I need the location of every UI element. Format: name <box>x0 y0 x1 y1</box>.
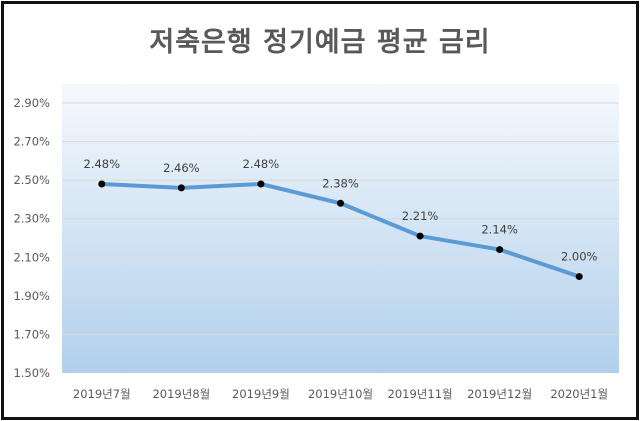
data-point-marker <box>337 199 344 207</box>
x-tick-label: 2019년12월 <box>467 387 532 401</box>
x-tick-label: 2019년10월 <box>308 387 373 401</box>
data-point-marker <box>575 273 583 281</box>
x-tick-label: 2019년11월 <box>388 387 453 401</box>
data-label: 2.21% <box>402 209 439 223</box>
data-point-marker <box>98 180 106 188</box>
data-point-marker <box>257 180 265 188</box>
x-tick-label: 2020년1월 <box>550 387 608 401</box>
x-tick-label: 2019년8월 <box>152 387 210 401</box>
chart-title: 저축은행 정기예금 평균 금리 <box>149 27 491 58</box>
data-point-marker <box>416 232 424 240</box>
y-tick-label: 2.70% <box>13 135 50 149</box>
y-axis: 1.50% 1.70% 1.90% 2.10% 2.30% 2.50% 2.70% 2.90% <box>13 96 50 380</box>
data-label: 2.00% <box>561 250 598 264</box>
data-label: 2.14% <box>481 223 518 237</box>
data-label: 2.46% <box>163 161 200 175</box>
x-tick-label: 2019년7월 <box>73 387 131 401</box>
data-markers <box>98 180 583 281</box>
y-tick-label: 2.30% <box>13 212 50 226</box>
y-tick-label: 1.70% <box>13 327 50 341</box>
y-tick-label: 2.50% <box>13 173 50 187</box>
data-label: 2.38% <box>322 176 359 190</box>
x-tick-label: 2019년9월 <box>232 387 290 401</box>
data-label: 2.48% <box>84 157 121 171</box>
plot-area <box>62 84 619 373</box>
x-axis: 2019년7월 2019년8월 2019년9월 2019년10월 2019년11월 201… <box>73 387 608 401</box>
data-label: 2.48% <box>243 157 280 171</box>
y-tick-label: 1.90% <box>13 289 50 303</box>
y-tick-label: 2.10% <box>13 250 50 264</box>
data-point-marker <box>177 184 185 192</box>
y-tick-label: 1.50% <box>13 366 50 380</box>
data-point-marker <box>496 246 504 254</box>
data-labels: 2.48% 2.46% 2.48% 2.38% 2.21% 2.14% 2.00% <box>84 157 598 264</box>
y-tick-label: 2.90% <box>13 96 50 110</box>
